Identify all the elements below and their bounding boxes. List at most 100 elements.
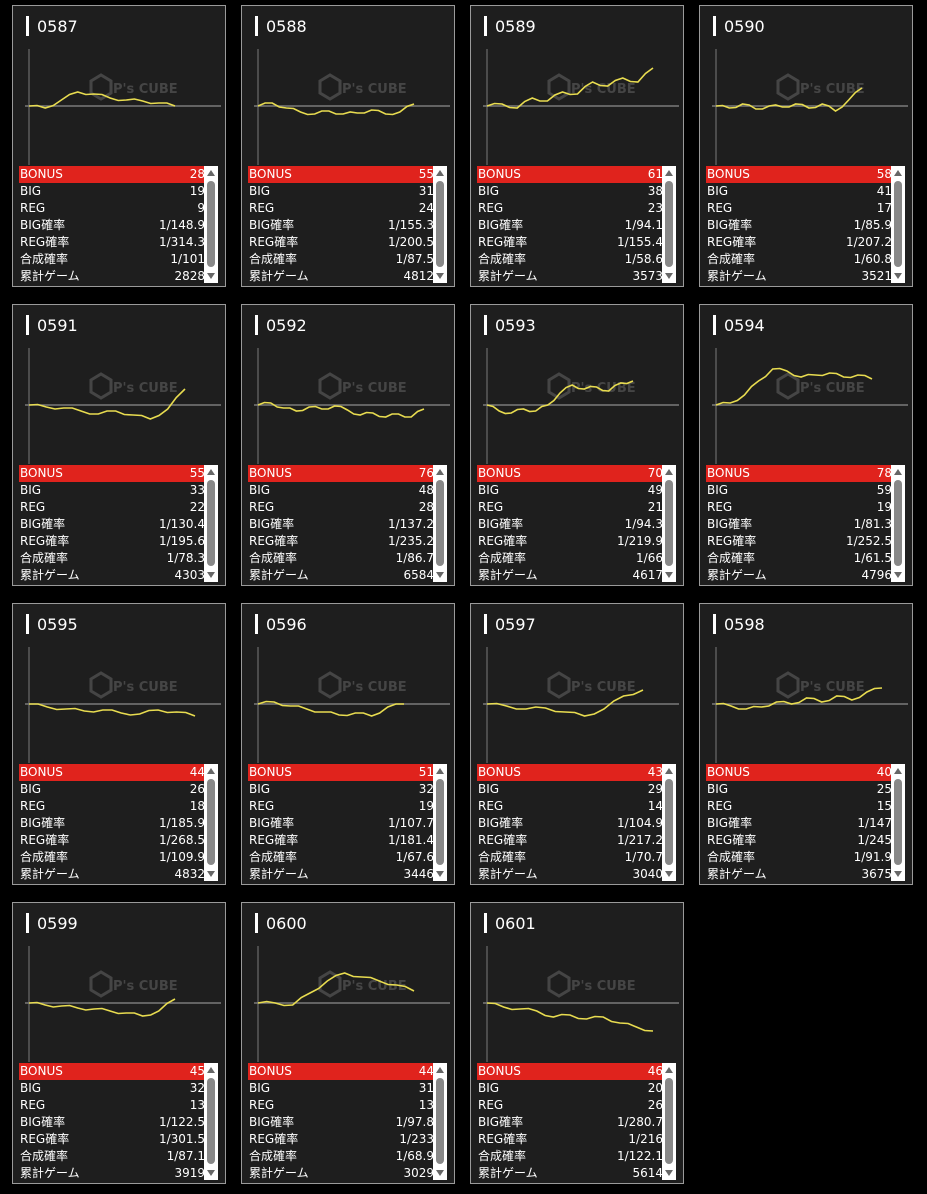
scroll-up-arrow-icon[interactable] [894,170,902,176]
scroll-down-arrow-icon[interactable] [207,1170,215,1176]
scrollbar[interactable] [433,465,447,582]
stat-row-reg: REG 28 [248,499,436,516]
machine-card-0596[interactable]: 0596 P's CUBE BONUS 51 BIG 32 REG 19 BIG確率 1… [241,603,455,885]
scroll-up-arrow-icon[interactable] [436,768,444,774]
scroll-thumb[interactable] [207,480,215,566]
machine-card-0597[interactable]: 0597 P's CUBE BONUS 43 BIG 29 REG 14 BIG確率 1… [470,603,684,885]
machine-card-0600[interactable]: 0600 P's CUBE BONUS 44 BIG 31 REG 13 BIG確率 1… [241,902,455,1184]
scroll-down-arrow-icon[interactable] [436,1170,444,1176]
scrollbar[interactable] [204,1063,218,1180]
scroll-thumb[interactable] [894,480,902,566]
scroll-thumb[interactable] [436,480,444,566]
machine-card-0595[interactable]: 0595 P's CUBE BONUS 44 BIG 26 REG 18 BIG確率 1… [12,603,226,885]
graph-line [28,998,176,1017]
scroll-up-arrow-icon[interactable] [436,469,444,475]
stat-label: BONUS [20,167,63,181]
stat-row-bonus: BONUS 44 [19,764,207,781]
scrollbar[interactable] [204,166,218,283]
scrollbar[interactable] [662,764,676,881]
cube-logo-icon: P's CUBE [89,73,178,101]
scroll-up-arrow-icon[interactable] [436,1067,444,1073]
scrollbar[interactable] [891,764,905,881]
scroll-down-arrow-icon[interactable] [665,1170,673,1176]
scroll-up-arrow-icon[interactable] [894,768,902,774]
stat-label: BIG [249,782,271,796]
machine-card-0593[interactable]: 0593 P's CUBE BONUS 70 BIG 49 REG 21 BIG確率 1… [470,304,684,586]
stat-row-combined-rate: 合成確率 1/66 [477,550,665,567]
machine-card-0590[interactable]: 0590 P's CUBE BONUS 58 BIG 41 REG 17 BIG確率 1… [699,5,913,287]
number-marker [26,315,29,335]
scroll-down-arrow-icon[interactable] [436,572,444,578]
scroll-down-arrow-icon[interactable] [894,273,902,279]
stat-label: REG確率 [478,833,528,847]
scroll-up-arrow-icon[interactable] [665,469,673,475]
scroll-down-arrow-icon[interactable] [436,871,444,877]
stat-label: BONUS [707,466,750,480]
scroll-up-arrow-icon[interactable] [665,768,673,774]
scrollbar[interactable] [204,465,218,582]
stat-row-bonus: BONUS 43 [477,764,665,781]
stat-label: BIG確率 [249,816,295,830]
stat-value: 1/195.6 [158,534,205,548]
scrollbar[interactable] [662,465,676,582]
scroll-thumb[interactable] [207,181,215,267]
stat-row-combined-rate: 合成確率 1/86.7 [248,550,436,567]
machine-card-0601[interactable]: 0601 P's CUBE BONUS 46 BIG 20 REG 26 BIG確率 1… [470,902,684,1184]
scrollbar[interactable] [891,166,905,283]
machine-number: 0597 [495,615,536,634]
stat-label: BONUS [249,167,292,181]
machine-card-0599[interactable]: 0599 P's CUBE BONUS 45 BIG 32 REG 13 BIG確率 1… [12,902,226,1184]
scroll-thumb[interactable] [665,480,673,566]
scroll-thumb[interactable] [207,779,215,865]
scroll-up-arrow-icon[interactable] [207,1067,215,1073]
scroll-thumb[interactable] [894,779,902,865]
scrollbar[interactable] [433,166,447,283]
stat-row-reg-rate: REG確率 1/301.5 [19,1131,207,1148]
stat-label: 合成確率 [478,551,527,565]
machine-card-0589[interactable]: 0589 P's CUBE BONUS 61 BIG 38 REG 23 BIG確率 1… [470,5,684,287]
machine-card-0587[interactable]: 0587 P's CUBE BONUS 28 BIG 19 REG 9 BIG確率 1/… [12,5,226,287]
scroll-up-arrow-icon[interactable] [436,170,444,176]
scroll-down-arrow-icon[interactable] [436,273,444,279]
scroll-thumb[interactable] [665,181,673,267]
scroll-down-arrow-icon[interactable] [665,273,673,279]
scroll-up-arrow-icon[interactable] [894,469,902,475]
machine-card-0592[interactable]: 0592 P's CUBE BONUS 76 BIG 48 REG 28 BIG確率 1… [241,304,455,586]
scrollbar[interactable] [662,1063,676,1180]
scroll-down-arrow-icon[interactable] [207,273,215,279]
scroll-down-arrow-icon[interactable] [894,871,902,877]
scroll-up-arrow-icon[interactable] [207,469,215,475]
machine-card-0598[interactable]: 0598 P's CUBE BONUS 40 BIG 25 REG 15 BIG確率 1… [699,603,913,885]
scrollbar[interactable] [433,764,447,881]
scroll-up-arrow-icon[interactable] [665,1067,673,1073]
graph-line [257,401,425,418]
scrollbar[interactable] [433,1063,447,1180]
machine-card-0588[interactable]: 0588 P's CUBE BONUS 55 BIG 31 REG 24 BIG確率 1… [241,5,455,287]
scroll-thumb[interactable] [665,779,673,865]
scroll-thumb[interactable] [436,181,444,267]
scrollbar[interactable] [891,465,905,582]
scrollbar[interactable] [662,166,676,283]
scrollbar[interactable] [204,764,218,881]
machine-card-0594[interactable]: 0594 P's CUBE BONUS 78 BIG 59 REG 19 BIG確率 1… [699,304,913,586]
scroll-down-arrow-icon[interactable] [207,871,215,877]
scroll-thumb[interactable] [436,779,444,865]
scroll-down-arrow-icon[interactable] [894,572,902,578]
scroll-down-arrow-icon[interactable] [665,871,673,877]
stat-label: BIG確率 [707,816,753,830]
scroll-up-arrow-icon[interactable] [665,170,673,176]
scroll-thumb[interactable] [665,1078,673,1164]
stat-row-combined-rate: 合成確率 1/60.8 [706,251,894,268]
machine-card-0591[interactable]: 0591 P's CUBE BONUS 55 BIG 33 REG 22 BIG確率 1… [12,304,226,586]
scroll-up-arrow-icon[interactable] [207,768,215,774]
stat-row-combined-rate: 合成確率 1/58.6 [477,251,665,268]
stat-value: 4812 [403,269,434,283]
scroll-down-arrow-icon[interactable] [665,572,673,578]
stat-value: 38 [647,184,663,198]
scroll-thumb[interactable] [207,1078,215,1164]
scroll-down-arrow-icon[interactable] [207,572,215,578]
slump-graph: P's CUBE [254,647,450,763]
scroll-up-arrow-icon[interactable] [207,170,215,176]
scroll-thumb[interactable] [894,181,902,267]
scroll-thumb[interactable] [436,1078,444,1164]
